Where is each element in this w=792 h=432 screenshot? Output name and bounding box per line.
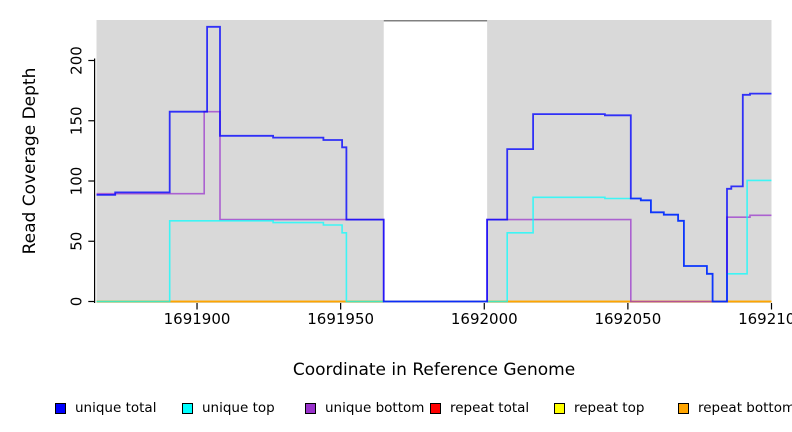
legend-label: unique total [75, 400, 157, 416]
x-axis-tick-label: 1691900 [164, 310, 231, 328]
legend-label: repeat total [450, 400, 530, 416]
legend-swatch-repeat-top [554, 402, 565, 414]
legend-item-repeat-top: repeat top [554, 398, 644, 418]
legend-label: unique top [202, 400, 275, 416]
y-axis-tick-label: 150 [68, 106, 86, 135]
legend-label: repeat top [574, 400, 645, 416]
legend-item-unique-bottom: unique bottom [305, 398, 424, 418]
legend-swatch-unique-bottom [305, 402, 316, 414]
legend-swatch-repeat-bottom [678, 402, 689, 414]
legend-swatch-unique-top [182, 402, 193, 414]
y-axis-tick-label: 50 [68, 232, 86, 251]
y-axis-tick-label: 200 [68, 46, 86, 75]
legend-label: unique bottom [325, 400, 425, 416]
legend-item-repeat-bottom: repeat bottom [678, 398, 792, 418]
legend: unique total unique top unique bottom repea… [0, 398, 792, 420]
legend-item-unique-top: unique top [182, 398, 275, 418]
x-axis-tick-label: 1692100 [738, 310, 792, 328]
y-axis-title: Read Coverage Depth [20, 67, 40, 255]
legend-item-unique-total: unique total [55, 398, 156, 418]
y-axis-tick-label: 0 [68, 297, 86, 307]
y-axis-tick-label: 100 [68, 167, 86, 196]
legend-item-repeat-total: repeat total [430, 398, 529, 418]
masked-region [383, 20, 488, 303]
legend-swatch-unique-total [55, 402, 66, 414]
legend-swatch-repeat-total [430, 402, 441, 414]
x-axis-title: Coordinate in Reference Genome [292, 360, 576, 380]
x-axis-tick-label: 1692050 [594, 310, 661, 328]
series-line-unique-total [96, 25, 772, 303]
legend-label: repeat bottom [698, 400, 792, 416]
x-axis-tick-label: 1691950 [307, 310, 374, 328]
x-axis-tick-label: 1692000 [451, 310, 518, 328]
